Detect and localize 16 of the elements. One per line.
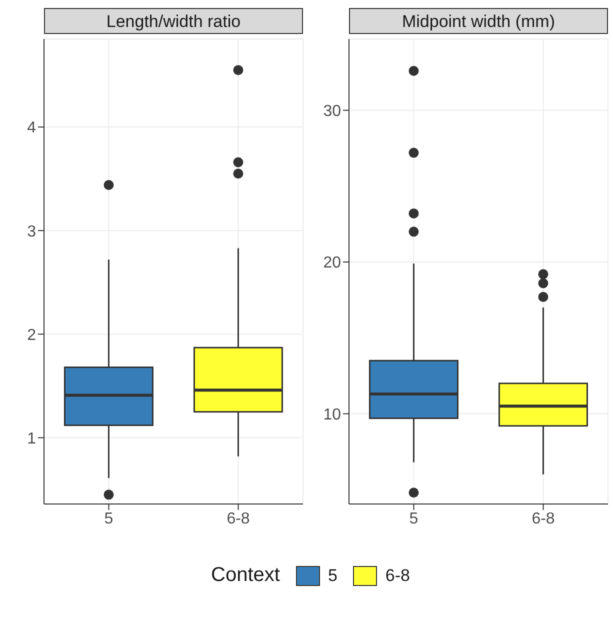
y-tick-label: 4 xyxy=(27,120,36,137)
legend-label: 6-8 xyxy=(385,566,410,586)
y-tick-label: 3 xyxy=(27,223,36,240)
x-tick-label: 6-8 xyxy=(532,510,555,528)
y-tick-label: 1 xyxy=(27,430,36,448)
y-tick-label: 30 xyxy=(323,102,342,120)
y-tick-label: 20 xyxy=(323,254,342,272)
x-tick-label: 5 xyxy=(409,510,418,528)
chart-title: Midpoint width (mm) xyxy=(349,8,608,34)
chart-title: Length/width ratio xyxy=(44,8,303,34)
y-tick-label: 2 xyxy=(27,326,36,344)
y-tick-label: 10 xyxy=(323,406,342,424)
x-tick-label: 5 xyxy=(104,510,114,528)
legend-label: 5 xyxy=(328,566,338,586)
x-tick-label: 6-8 xyxy=(226,510,250,528)
legend-title: Context xyxy=(211,564,280,587)
